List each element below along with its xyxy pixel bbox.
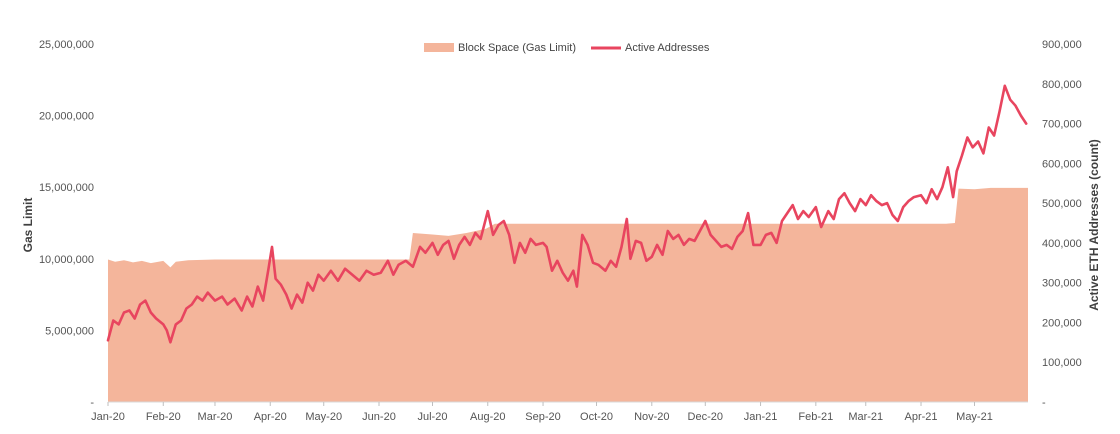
- right-y-tick-label: 300,000: [1042, 278, 1082, 290]
- x-tick-label: Feb-21: [798, 411, 833, 423]
- left-y-tick-label: 15,000,000: [39, 182, 94, 194]
- active-addresses-line: [106, 84, 1028, 344]
- right-y-tick-label: 200,000: [1042, 317, 1082, 329]
- left-y-tick-label: 10,000,000: [39, 254, 94, 266]
- x-tick-label: Nov-20: [634, 411, 669, 423]
- x-tick-label: Jan-21: [744, 411, 778, 423]
- left-y-tick-label: -: [90, 397, 94, 409]
- x-tick-label: Apr-20: [254, 411, 287, 423]
- x-tick-label: Jul-20: [418, 411, 448, 423]
- left-y-tick-label: 5,000,000: [45, 325, 94, 337]
- right-y-tick-label: 400,000: [1042, 238, 1082, 250]
- x-tick-label: May-20: [305, 411, 342, 423]
- x-tick-label: Mar-21: [848, 411, 883, 423]
- right-axis-ticks: - 100,000 200,000 300,000 400,000 500,000 600,…: [1042, 39, 1082, 409]
- x-tick-label: Dec-20: [688, 411, 723, 423]
- right-y-tick-label: 600,000: [1042, 158, 1082, 170]
- x-tick-label: Oct-20: [580, 411, 613, 423]
- left-y-tick-label: 20,000,000: [39, 111, 94, 123]
- x-tick-label: May-21: [956, 411, 993, 423]
- right-y-tick-label: 100,000: [1042, 357, 1082, 369]
- legend-label-active-addresses: Active Addresses: [625, 42, 710, 54]
- left-axis-ticks: - 5,000,000 10,000,000 15,000,000 20,000,000…: [39, 39, 94, 409]
- x-tick-label: Jan-20: [91, 411, 125, 423]
- right-y-tick-label: 900,000: [1042, 39, 1082, 51]
- x-tick-label: Mar-20: [198, 411, 233, 423]
- legend-swatch-gas-limit: [424, 43, 454, 52]
- gas-limit-area: [108, 187, 1028, 402]
- legend-label-gas-limit: Block Space (Gas Limit): [458, 42, 576, 54]
- left-y-tick-label: 25,000,000: [39, 39, 94, 51]
- legend: Block Space (Gas Limit) Active Addresses: [424, 42, 710, 54]
- right-y-tick-label: 800,000: [1042, 79, 1082, 91]
- x-tick-label: Feb-20: [146, 411, 181, 423]
- x-tick-label: Sep-20: [525, 411, 560, 423]
- left-axis-title: Gas Limit: [21, 198, 35, 253]
- x-tick-label: Jun-20: [362, 411, 396, 423]
- gas-limit-area-layer: [108, 187, 1028, 402]
- right-axis-title: Active ETH Addresses (count): [1087, 139, 1101, 311]
- right-y-tick-label: -: [1042, 397, 1046, 409]
- x-axis-ticks: Jan-20 Feb-20 Mar-20 Apr-20 May-20 Jun-20 Jul-…: [91, 402, 993, 423]
- x-tick-label: Aug-20: [470, 411, 505, 423]
- x-tick-label: Apr-21: [905, 411, 938, 423]
- right-y-tick-label: 700,000: [1042, 119, 1082, 131]
- right-y-tick-label: 500,000: [1042, 198, 1082, 210]
- active-addresses-line-layer: [106, 84, 1028, 344]
